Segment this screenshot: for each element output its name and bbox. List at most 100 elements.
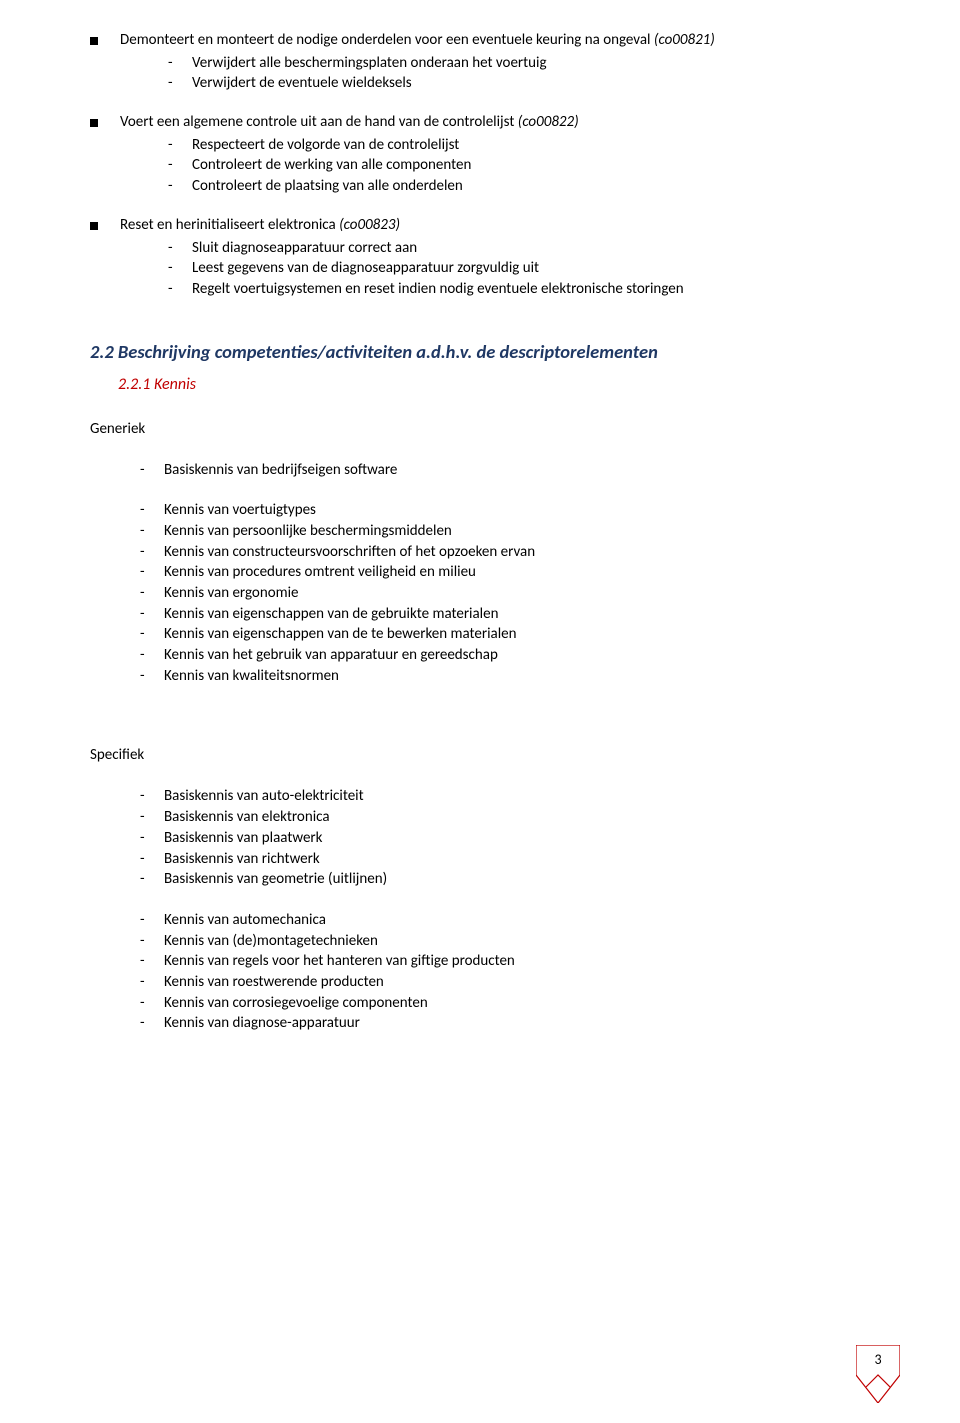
top-bullet-item: Voert een algemene controle uit aan de h… [90,112,870,197]
list-item-text: Basiskennis van richtwerk [164,849,870,870]
dash-icon: - [168,176,192,197]
bullet-heading-code: (co00821) [654,31,715,49]
dash-icon: - [140,828,164,849]
list-item-text: Basiskennis van plaatwerk [164,828,870,849]
list-item-text: Respecteert de volgorde van de controlel… [192,135,870,156]
bullet-heading-text: Demonteert en monteert de nodige onderde… [120,31,651,49]
dash-icon: - [168,238,192,259]
list-item: -Kennis van roestwerende producten [140,972,870,993]
list-item-text: Kennis van diagnose-apparatuur [164,1013,870,1034]
bullet-heading-code: (co00822) [518,113,579,131]
bullet-heading: Demonteert en monteert de nodige onderde… [120,30,870,51]
list-item: -Respecteert de volgorde van de controle… [168,135,870,156]
top-bullet-item: Reset en herinitialiseert elektronica (c… [90,215,870,300]
specifiek-list-2: -Kennis van automechanica -Kennis van (d… [90,910,870,1034]
page-number: 3 [856,1351,900,1368]
specifiek-label: Specifiek [90,746,870,764]
list-item: -Kennis van persoonlijke beschermingsmid… [140,521,870,542]
dash-icon: - [140,931,164,952]
list-item-text: Sluit diagnoseapparatuur correct aan [192,238,870,259]
bullet-heading-text: Voert een algemene controle uit aan de h… [120,113,518,131]
generiek-label: Generiek [90,420,870,438]
dash-icon: - [140,500,164,521]
dash-icon: - [140,993,164,1014]
list-item: -Leest gegevens van de diagnoseapparatuu… [168,258,870,279]
list-item-text: Kennis van (de)montagetechnieken [164,931,870,952]
dash-icon: - [140,910,164,931]
list-item: -Kennis van eigenschappen van de gebruik… [140,604,870,625]
list-item-text: Kennis van procedures omtrent veiligheid… [164,562,870,583]
dash-icon: - [140,604,164,625]
list-item: -Kennis van eigenschappen van de te bewe… [140,624,870,645]
bullet-heading-text: Reset en herinitialiseert elektronica [120,216,339,234]
list-item: -Basiskennis van richtwerk [140,849,870,870]
list-item-text: Kennis van voertuigtypes [164,500,870,521]
list-item-text: Controleert de plaatsing van alle onderd… [192,176,870,197]
subsection-heading-2-2-1: 2.2.1 Kennis [118,375,870,394]
dash-icon: - [140,849,164,870]
list-item-text: Basiskennis van elektronica [164,807,870,828]
dash-list: -Verwijdert alle beschermingsplaten onde… [90,53,870,94]
bullet-heading: Reset en herinitialiseert elektronica (c… [120,215,870,236]
list-item-text: Leest gegevens van de diagnoseapparatuur… [192,258,870,279]
list-item-text: Kennis van kwaliteitsnormen [164,666,870,687]
square-bullet-icon [90,37,98,45]
list-item: -Kennis van corrosiegevoelige componente… [140,993,870,1014]
dash-icon: - [168,53,192,74]
dash-icon: - [140,869,164,890]
bullet-heading-code: (co00823) [339,216,400,234]
section-heading-2-2: 2.2 Beschrijving competenties/activiteit… [90,340,870,363]
list-item-text: Verwijdert de eventuele wieldeksels [192,73,870,94]
dash-icon: - [140,972,164,993]
list-item-text: Kennis van eigenschappen van de gebruikt… [164,604,870,625]
bullet-heading: Voert een algemene controle uit aan de h… [120,112,870,133]
dash-icon: - [140,666,164,687]
list-item-text: Kennis van roestwerende producten [164,972,870,993]
list-item: -Controleert de werking van alle compone… [168,155,870,176]
list-item-text: Kennis van corrosiegevoelige componenten [164,993,870,1014]
dash-icon: - [168,258,192,279]
list-item-text: Kennis van regels voor het hanteren van … [164,951,870,972]
document-page: Demonteert en monteert de nodige onderde… [0,0,960,1423]
dash-icon: - [140,786,164,807]
top-bullet-item: Demonteert en monteert de nodige onderde… [90,30,870,94]
list-item: -Basiskennis van geometrie (uitlijnen) [140,869,870,890]
dash-icon: - [140,460,164,481]
dash-icon: - [140,624,164,645]
list-item-text: Controleert de werking van alle componen… [192,155,870,176]
dash-icon: - [140,542,164,563]
dash-icon: - [140,645,164,666]
list-item: -Kennis van (de)montagetechnieken [140,931,870,952]
list-item: -Regelt voertuigsystemen en reset indien… [168,279,870,300]
list-item: -Basiskennis van plaatwerk [140,828,870,849]
list-item: -Basiskennis van elektronica [140,807,870,828]
list-item: -Basiskennis van auto-elektriciteit [140,786,870,807]
dash-icon: - [168,155,192,176]
dash-list: -Respecteert de volgorde van de controle… [90,135,870,197]
list-item-text: Kennis van automechanica [164,910,870,931]
generiek-list-1: -Basiskennis van bedrijfseigen software [90,460,870,481]
dash-icon: - [168,135,192,156]
square-bullet-icon [90,222,98,230]
list-item-text: Kennis van persoonlijke beschermingsmidd… [164,521,870,542]
dash-icon: - [140,807,164,828]
list-item-text: Basiskennis van geometrie (uitlijnen) [164,869,870,890]
list-item-text: Kennis van het gebruik van apparatuur en… [164,645,870,666]
list-item: -Kennis van constructeursvoorschriften o… [140,542,870,563]
page-number-ornament: 3 [856,1345,900,1403]
dash-icon: - [140,1013,164,1034]
list-item: -Verwijdert alle beschermingsplaten onde… [168,53,870,74]
list-item-text: Basiskennis van auto-elektriciteit [164,786,870,807]
list-item: -Kennis van regels voor het hanteren van… [140,951,870,972]
list-item: -Kennis van kwaliteitsnormen [140,666,870,687]
generiek-list-2: -Kennis van voertuigtypes -Kennis van pe… [90,500,870,686]
list-item: -Controleert de plaatsing van alle onder… [168,176,870,197]
list-item: -Kennis van voertuigtypes [140,500,870,521]
list-item-text: Verwijdert alle beschermingsplaten onder… [192,53,870,74]
dash-list: -Sluit diagnoseapparatuur correct aan -L… [90,238,870,300]
list-item-text: Basiskennis van bedrijfseigen software [164,460,870,481]
dash-icon: - [140,521,164,542]
list-item-text: Kennis van eigenschappen van de te bewer… [164,624,870,645]
list-item: -Kennis van ergonomie [140,583,870,604]
square-bullet-icon [90,119,98,127]
